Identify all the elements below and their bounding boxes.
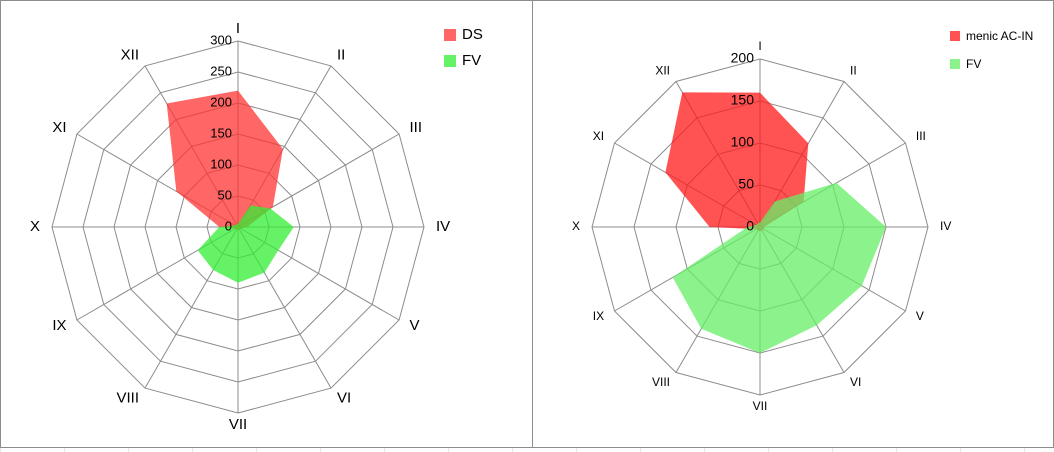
legend-entry-menic-ac-in: menic AC-IN [950, 29, 1033, 43]
legend-label-menic-ac-in: menic AC-IN [966, 29, 1034, 43]
tick-label-200: 200 [731, 50, 755, 66]
legend-entry-fv: FV [444, 52, 481, 69]
category-label-XII: XII [121, 46, 139, 63]
tick-label-50: 50 [738, 176, 754, 192]
legend-swatch-menic-ac-in [950, 31, 960, 41]
legend-swatch-fv [444, 54, 456, 67]
legend-entry-ds: DS [444, 26, 483, 43]
tick-label-200: 200 [210, 94, 232, 109]
radial-axis-ticks: 0 50 100 150 200 [731, 50, 755, 234]
category-label-V: V [410, 317, 420, 334]
tick-label-0: 0 [225, 218, 232, 233]
category-label-VII: VII [229, 416, 247, 433]
radar-chart-left[interactable]: 0 50 100 150 200 250 300 I II III IV V VI VII VIII IX X X… [0, 0, 533, 448]
tick-label-100: 100 [731, 134, 755, 150]
category-label-V: V [916, 309, 924, 323]
category-label-I: I [758, 39, 761, 53]
tick-label-300: 300 [210, 32, 232, 47]
series-area-fv [672, 182, 886, 353]
legend-entry-fv-right: FV [950, 57, 981, 71]
category-label-XII: XII [655, 63, 670, 77]
category-label-VI: VI [850, 375, 861, 389]
legend-label-ds: DS [462, 26, 483, 43]
tick-label-150: 150 [210, 125, 232, 140]
radar-plot-left: 050100150200250300IIIIIIIVVVIVIIVIIIIXXX… [30, 20, 450, 433]
category-label-II: II [850, 63, 857, 77]
category-label-XI: XI [52, 119, 66, 136]
legend-label-fv: FV [462, 52, 482, 69]
series-area-fv [197, 205, 294, 283]
legend-swatch-ds [444, 28, 456, 41]
legend-label-fv-right: FV [966, 57, 982, 71]
legend-swatch-fv-right [950, 59, 960, 69]
category-label-IX: IX [52, 317, 66, 334]
category-label-X: X [572, 219, 580, 233]
category-label-III: III [916, 129, 926, 143]
category-label-IV: IV [940, 219, 951, 233]
category-label-IX: IX [593, 309, 604, 323]
series-area-menic-ac-in [665, 92, 809, 232]
category-label-I: I [236, 20, 240, 37]
category-label-IV: IV [436, 218, 450, 235]
category-label-III: III [410, 119, 423, 136]
category-label-VIII: VIII [652, 375, 670, 389]
series-area-ds [166, 90, 283, 231]
radial-axis-ticks: 0 50 100 150 200 250 300 [210, 32, 232, 233]
tick-label-50: 50 [218, 187, 232, 202]
category-label-X: X [30, 218, 40, 235]
category-label-VI: VI [337, 389, 351, 406]
category-label-VII: VII [753, 399, 768, 413]
category-label-XI: XI [593, 129, 604, 143]
tick-label-150: 150 [731, 92, 755, 108]
tick-label-0: 0 [746, 218, 754, 234]
radar-chart-right[interactable]: 0 50 100 150 200 I II III IV V VI VII VIII IX X XI XII m… [532, 0, 1054, 448]
category-label-VIII: VIII [116, 389, 139, 406]
tick-label-100: 100 [210, 156, 232, 171]
category-label-II: II [337, 46, 345, 63]
tick-label-250: 250 [210, 63, 232, 78]
